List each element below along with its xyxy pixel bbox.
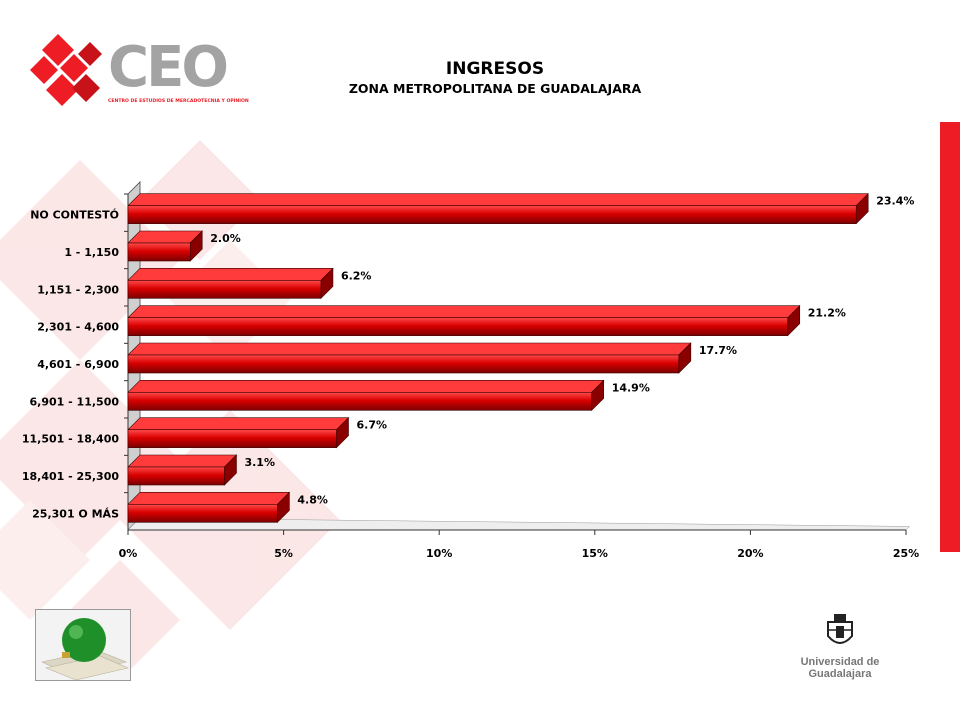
university-name: Universidad de Guadalajara — [800, 656, 880, 680]
bar-3 — [127, 317, 789, 336]
bar-value-label-6: 6.7% — [357, 419, 388, 432]
university-crest-icon — [827, 614, 853, 644]
category-label-6: 11,501 - 18,400 — [22, 433, 119, 446]
x-tick-label-4: 20% — [737, 547, 763, 560]
category-label-2: 1,151 - 2,300 — [37, 283, 119, 296]
ornament-photo — [35, 609, 131, 681]
christmas-ornament-icon — [41, 618, 129, 680]
bar-value-label-5: 14.9% — [612, 381, 650, 394]
bar-4 — [127, 354, 680, 374]
category-label-0: NO CONTESTÓ — [30, 209, 119, 222]
category-label-4: 4,601 - 6,900 — [37, 358, 119, 371]
bar-8 — [127, 504, 278, 523]
chart-title: INGRESOS — [445, 59, 545, 79]
bar-5 — [127, 392, 592, 411]
bar-value-label-0: 23.4% — [876, 195, 914, 208]
bar-value-label-8: 4.8% — [297, 493, 328, 506]
bar-top-0 — [127, 193, 869, 206]
bar-value-label-2: 6.2% — [341, 269, 372, 282]
x-tick-label-3: 15% — [582, 547, 608, 560]
category-label-8: 25,301 O MÁS — [32, 507, 119, 520]
x-tick-label-5: 25% — [893, 547, 919, 560]
bar-value-label-7: 3.1% — [244, 456, 275, 469]
chart-subtitle: ZONA METROPOLITANA DE GUADALAJARA — [348, 81, 642, 96]
bar-top-4 — [127, 342, 692, 356]
category-label-5: 6,901 - 11,500 — [30, 395, 120, 408]
x-tick-label-1: 5% — [274, 547, 293, 560]
category-label-1: 1 - 1,150 — [64, 246, 119, 259]
bar-top-7 — [127, 454, 238, 468]
bar-0 — [127, 205, 857, 224]
title-block: INGRESOS ZONA METROPOLITANA DE GUADALAJA… — [300, 58, 690, 98]
ceo-logo: CEO CENTRO DE ESTUDIOS DE MERCADOTECNIA … — [30, 34, 249, 106]
bar-top-8 — [127, 492, 291, 505]
bar-2 — [127, 280, 322, 299]
bar-7 — [127, 466, 225, 486]
category-label-7: 18,401 - 25,300 — [22, 470, 119, 483]
bar-1 — [127, 242, 191, 262]
category-label-3: 2,301 - 4,600 — [37, 321, 119, 334]
bar-top-6 — [127, 417, 350, 430]
bar-value-label-3: 21.2% — [808, 307, 846, 320]
bar-value-label-1: 2.0% — [210, 232, 241, 245]
bar-top-2 — [127, 268, 334, 281]
bar-value-label-4: 17.7% — [699, 344, 737, 357]
x-tick-label-2: 10% — [426, 547, 452, 560]
bar-top-5 — [127, 380, 605, 393]
university-logo: Universidad de Guadalajara — [770, 612, 910, 682]
logo-diamond-mark — [30, 34, 102, 106]
bar-6 — [127, 429, 337, 448]
bar-top-3 — [127, 305, 801, 318]
x-tick-label-0: 0% — [119, 547, 138, 560]
logo-tagline: CENTRO DE ESTUDIOS DE MERCADOTECNIA Y OP… — [108, 97, 249, 104]
accent-side-bar — [940, 122, 960, 552]
bar-top-1 — [127, 230, 203, 244]
logo-letters: CEO — [108, 35, 226, 100]
